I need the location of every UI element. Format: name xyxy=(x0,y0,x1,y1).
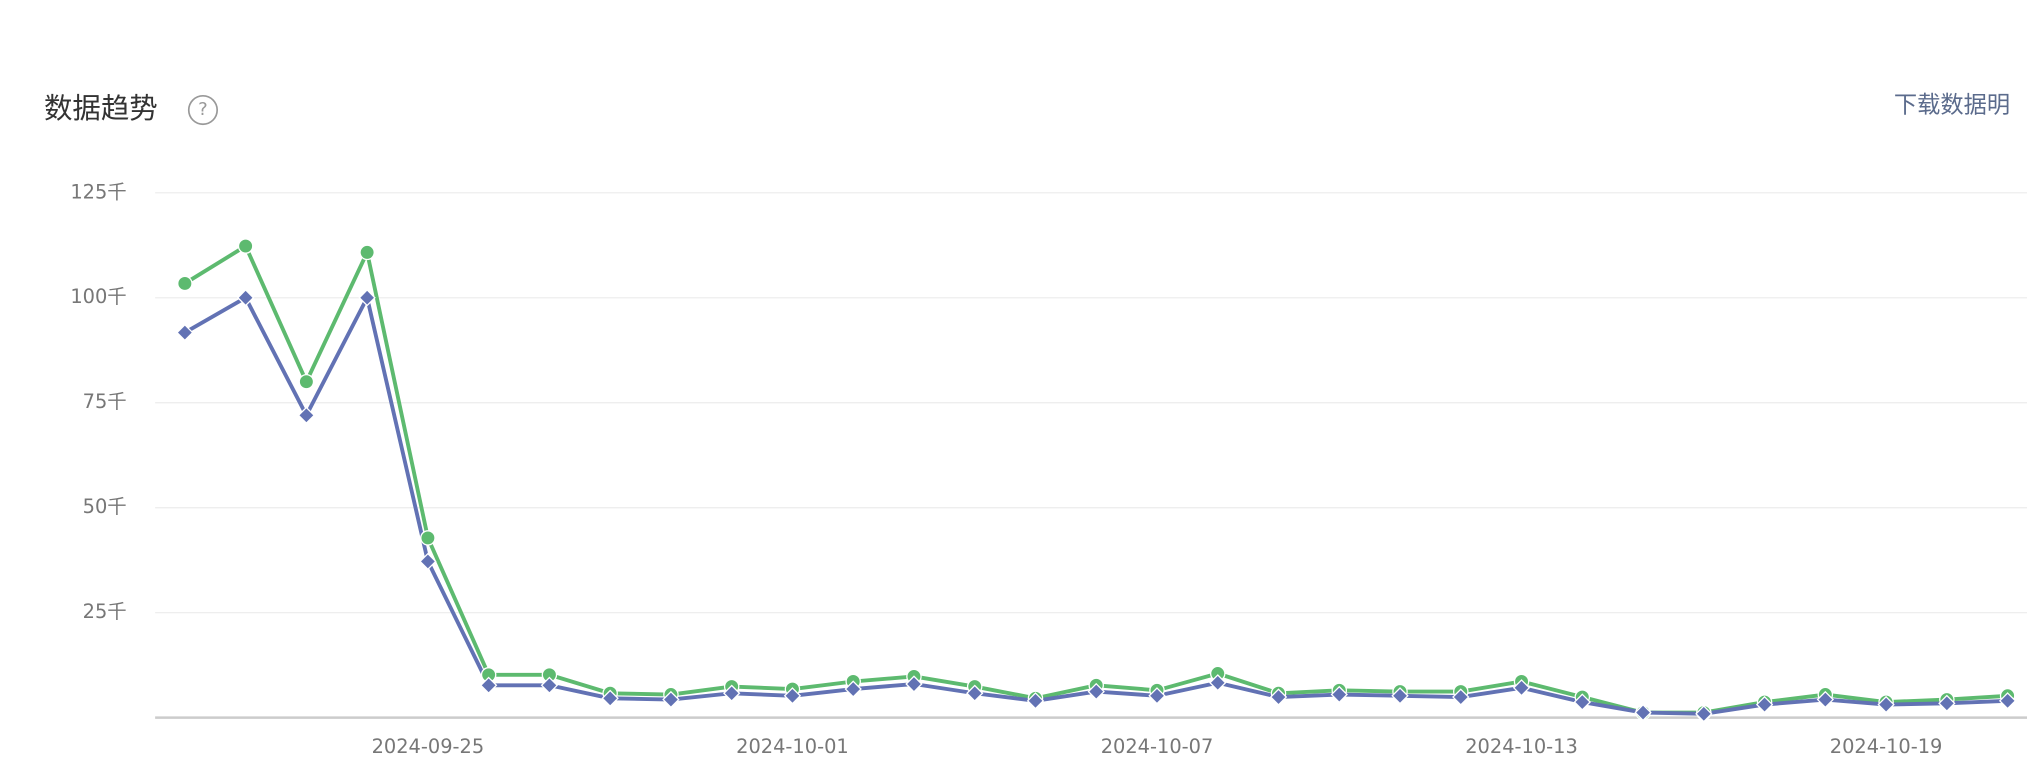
point-marker xyxy=(783,687,802,705)
point-marker xyxy=(236,289,255,307)
point-marker xyxy=(1938,694,1956,713)
point-marker xyxy=(297,406,316,424)
point-marker xyxy=(419,552,437,571)
point-marker xyxy=(1148,687,1166,705)
point-marker xyxy=(1634,703,1652,722)
x-tick-label: 2024-10-07 xyxy=(1101,735,1214,758)
help-icon[interactable] xyxy=(187,94,219,126)
x-tick-label: 2024-10-01 xyxy=(736,735,849,758)
point-marker xyxy=(1573,693,1591,711)
point-marker xyxy=(966,684,984,702)
y-tick-label: 125千 xyxy=(70,180,126,203)
y-tick-label: 25千 xyxy=(83,600,127,623)
point-marker xyxy=(237,238,254,254)
point-marker xyxy=(176,323,194,342)
point-marker xyxy=(358,289,376,307)
y-tick-label: 75千 xyxy=(83,390,127,413)
point-marker xyxy=(1998,692,2017,710)
point-marker xyxy=(479,676,498,694)
point-marker xyxy=(1391,687,1409,705)
point-marker xyxy=(1087,682,1105,701)
point-marker xyxy=(540,676,559,694)
chart-title: 数据趋势 xyxy=(44,92,158,125)
point-marker xyxy=(420,530,436,546)
series-line xyxy=(183,295,2008,716)
download-link[interactable]: 下载数据明 xyxy=(1894,92,2010,119)
point-marker xyxy=(1330,685,1348,704)
point-marker xyxy=(1512,679,1531,697)
point-marker xyxy=(844,680,862,698)
point-marker xyxy=(298,373,315,390)
point-marker xyxy=(1209,674,1227,692)
point-marker xyxy=(601,689,619,707)
point-marker xyxy=(1755,695,1774,714)
point-marker xyxy=(177,275,193,292)
point-marker xyxy=(1816,690,1835,709)
x-tick-label: 2024-10-13 xyxy=(1465,735,1578,758)
point-marker xyxy=(359,244,375,261)
point-marker xyxy=(1452,688,1470,706)
point-marker xyxy=(905,675,923,693)
point-marker xyxy=(1269,688,1288,706)
point-marker xyxy=(1695,705,1713,723)
y-tick-label: 100千 xyxy=(70,285,126,308)
point-marker xyxy=(662,690,680,709)
point-marker xyxy=(723,684,741,702)
point-marker xyxy=(1877,695,1895,714)
x-tick-label: 2024-09-25 xyxy=(372,735,485,758)
series-line xyxy=(183,244,2008,715)
point-marker xyxy=(1026,692,1045,710)
y-tick-label: 50千 xyxy=(83,495,127,518)
help-icon-text[interactable]: ? xyxy=(198,99,208,120)
x-tick-label: 2024-10-19 xyxy=(1830,735,1943,758)
